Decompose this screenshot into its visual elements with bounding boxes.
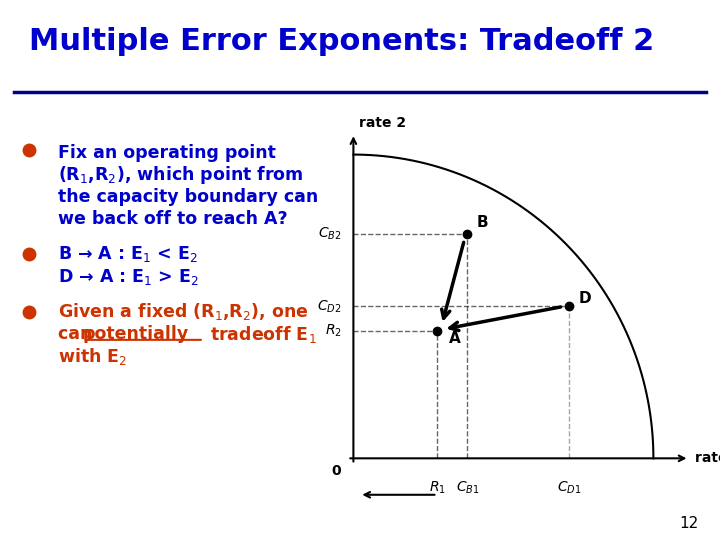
Text: A: A xyxy=(449,331,461,346)
Text: Multiple Error Exponents: Tradeoff 2: Multiple Error Exponents: Tradeoff 2 xyxy=(29,27,654,56)
Text: with E$_2$: with E$_2$ xyxy=(58,346,127,367)
Text: D: D xyxy=(578,292,591,306)
Text: Fix an operating point: Fix an operating point xyxy=(58,144,276,161)
Text: 0: 0 xyxy=(332,464,341,478)
Text: 12: 12 xyxy=(679,516,698,531)
Text: rate 2: rate 2 xyxy=(359,116,407,130)
Text: B → A : E$_1$ < E$_2$: B → A : E$_1$ < E$_2$ xyxy=(58,245,197,265)
Text: $R_2$: $R_2$ xyxy=(325,322,341,339)
Text: $C_{B2}$: $C_{B2}$ xyxy=(318,225,341,242)
Text: $R_1$: $R_1$ xyxy=(429,480,446,496)
Text: $C_{D2}$: $C_{D2}$ xyxy=(317,298,341,315)
Text: $C_{B1}$: $C_{B1}$ xyxy=(456,480,480,496)
Text: $C_{D1}$: $C_{D1}$ xyxy=(557,480,582,496)
Text: rate 1: rate 1 xyxy=(696,451,720,465)
Text: (R$_1$,R$_2$), which point from: (R$_1$,R$_2$), which point from xyxy=(58,164,303,186)
Text: Given a fixed (R$_1$,R$_2$), one: Given a fixed (R$_1$,R$_2$), one xyxy=(58,301,308,322)
Text: D → A : E$_1$ > E$_2$: D → A : E$_1$ > E$_2$ xyxy=(58,267,199,287)
Text: B: B xyxy=(477,215,488,231)
Text: tradeoff E$_1$: tradeoff E$_1$ xyxy=(204,323,316,345)
Text: potentially: potentially xyxy=(83,325,189,343)
Text: the capacity boundary can: the capacity boundary can xyxy=(58,188,318,206)
Text: we back off to reach A?: we back off to reach A? xyxy=(58,210,287,228)
Text: can: can xyxy=(58,325,98,343)
